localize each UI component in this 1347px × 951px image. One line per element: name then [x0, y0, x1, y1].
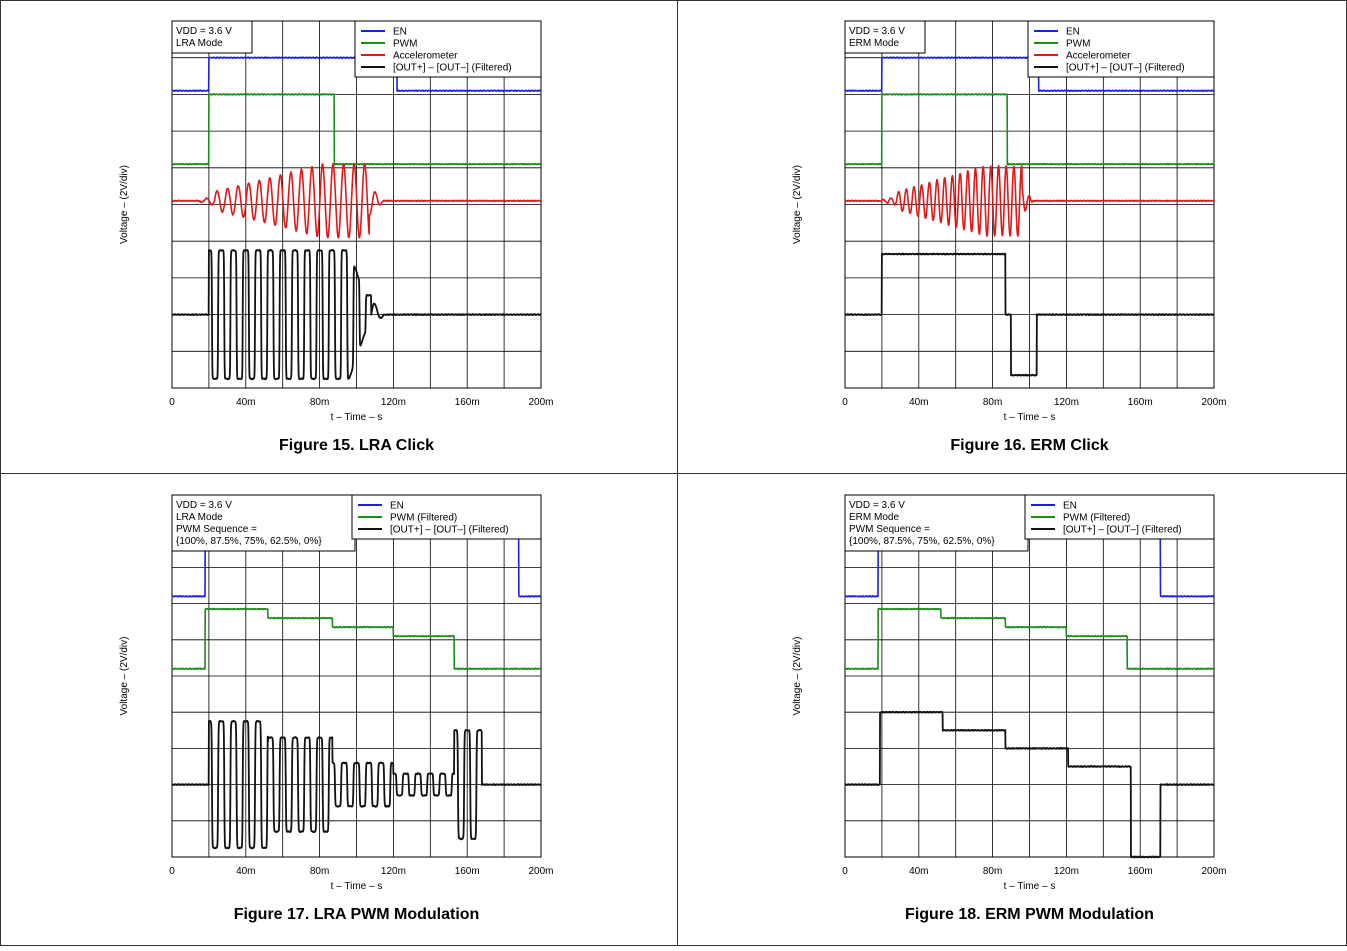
x-tick-label: 160m [455, 397, 480, 408]
legend-box [354, 20, 542, 78]
x-tick-label: 80m [983, 397, 1002, 408]
legend-box [351, 494, 542, 540]
legend-label: PWM (Filtered) [390, 513, 457, 524]
x-tick-label: 120m [381, 866, 406, 877]
x-tick-label: 80m [310, 866, 329, 877]
series-line-2 [171, 163, 542, 239]
series-line-1 [171, 607, 542, 670]
x-axis-label: t – Time – s [1004, 412, 1056, 423]
legend-label: Accelerometer [1066, 51, 1131, 62]
x-axis-label: t – Time – s [1004, 881, 1056, 892]
horizontal-divider [0, 473, 1347, 474]
figure-18-panel: VDD = 3.6 V ERM Mode PWM Sequence = {100%, … [678, 474, 1347, 946]
x-tick-label: 200m [528, 397, 553, 408]
figure-title: Figure 17. LRA PWM Modulation [234, 906, 480, 923]
legend-label: [OUT+] – [OUT–] (Filtered) [390, 525, 509, 536]
info-line: VDD = 3.6 V [849, 500, 905, 511]
x-axis-label: t – Time – s [331, 412, 383, 423]
legend-label: [OUT+] – [OUT–] (Filtered) [1066, 63, 1185, 74]
x-tick-label: 160m [455, 866, 480, 877]
info-line: VDD = 3.6 V [176, 26, 232, 37]
figure-16-panel: VDD = 3.6 V ERM Mode EN PWM Accelerometer [OU… [678, 0, 1347, 473]
series-line-1 [171, 93, 542, 166]
y-axis-label: Voltage – (2V/div) [792, 637, 803, 716]
info-line: PWM Sequence = [176, 524, 257, 535]
x-tick-label: 160m [1128, 866, 1153, 877]
x-tick-label: 160m [1128, 397, 1153, 408]
x-tick-label: 40m [236, 866, 255, 877]
info-line: VDD = 3.6 V [849, 26, 905, 37]
x-tick-label: 120m [381, 397, 406, 408]
x-tick-label: 0 [842, 866, 848, 877]
series-line-2 [844, 710, 1215, 859]
series-line-2 [844, 164, 1215, 237]
legend-label: EN [393, 27, 407, 38]
legend-label: [OUT+] – [OUT–] (Filtered) [393, 63, 512, 74]
x-tick-label: 0 [842, 397, 848, 408]
legend-label: EN [390, 501, 404, 512]
x-tick-label: 80m [983, 866, 1002, 877]
info-line: ERM Mode [849, 38, 899, 49]
x-tick-label: 200m [528, 866, 553, 877]
series-line-1 [844, 93, 1215, 166]
legend-box [1027, 20, 1215, 78]
y-axis-label: Voltage – (2V/div) [119, 165, 130, 244]
info-line: ERM Mode [849, 512, 899, 523]
figure-title: Figure 16. ERM Click [950, 437, 1108, 454]
info-line: VDD = 3.6 V [176, 500, 232, 511]
info-line: {100%, 87.5%, 75%, 62.5%, 0%} [176, 536, 322, 547]
x-tick-label: 0 [169, 866, 175, 877]
legend-label: [OUT+] – [OUT–] (Filtered) [1063, 525, 1182, 536]
x-tick-label: 200m [1201, 397, 1226, 408]
x-tick-label: 120m [1054, 397, 1079, 408]
y-axis-label: Voltage – (2V/div) [119, 637, 130, 716]
figure-17-panel: VDD = 3.6 V LRA Mode PWM Sequence = {100%, … [0, 474, 677, 946]
legend-label: PWM [1066, 39, 1090, 50]
info-box [844, 494, 1029, 552]
x-tick-label: 80m [310, 397, 329, 408]
series-line-1 [844, 607, 1215, 670]
series-line-2 [171, 719, 542, 850]
x-tick-label: 0 [169, 397, 175, 408]
info-box [171, 494, 356, 552]
legend-label: EN [1063, 501, 1077, 512]
info-line: LRA Mode [176, 38, 223, 49]
figure-title: Figure 18. ERM PWM Modulation [905, 906, 1154, 923]
x-axis-label: t – Time – s [331, 881, 383, 892]
info-line: PWM Sequence = [849, 524, 930, 535]
legend-box [1024, 494, 1215, 540]
figure-title: Figure 15. LRA Click [279, 437, 434, 454]
x-tick-label: 200m [1201, 866, 1226, 877]
series-line-3 [171, 249, 542, 381]
y-axis-label: Voltage – (2V/div) [792, 165, 803, 244]
figure-15-panel: VDD = 3.6 V LRA Mode EN PWM Accelerometer [OU… [0, 0, 677, 473]
x-tick-label: 120m [1054, 866, 1079, 877]
info-box [844, 20, 926, 54]
legend-label: PWM [393, 39, 417, 50]
legend-label: Accelerometer [393, 51, 458, 62]
legend-label: EN [1066, 27, 1080, 38]
info-line: {100%, 87.5%, 75%, 62.5%, 0%} [849, 536, 995, 547]
x-tick-label: 40m [909, 397, 928, 408]
legend-label: PWM (Filtered) [1063, 513, 1130, 524]
x-tick-label: 40m [909, 866, 928, 877]
series-line-3 [844, 252, 1215, 377]
x-tick-label: 40m [236, 397, 255, 408]
info-box [171, 20, 253, 54]
info-line: LRA Mode [176, 512, 223, 523]
